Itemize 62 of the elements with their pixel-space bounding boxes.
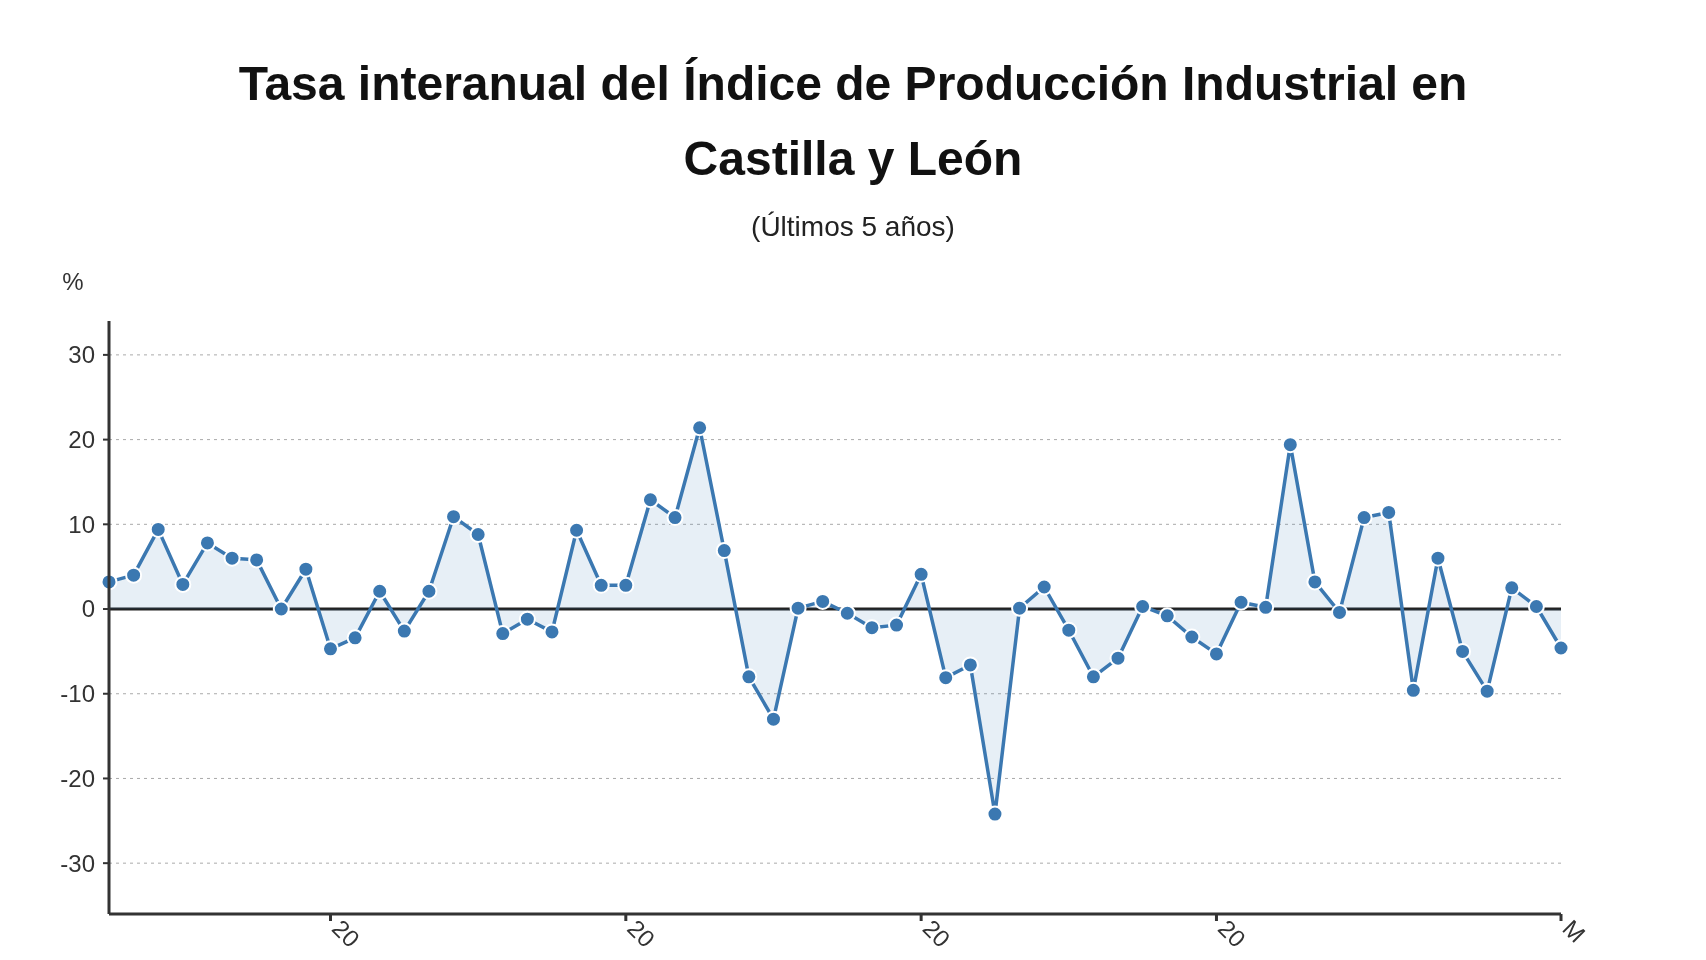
x-tick-label: 20 [326,914,365,953]
point [789,599,807,617]
point [1281,436,1299,454]
point [174,575,192,593]
x-tick-label: 20 [622,914,661,953]
point [592,576,610,594]
point [1355,509,1373,527]
point [1429,549,1447,567]
point [371,582,389,600]
point [1207,645,1225,663]
point [937,669,955,687]
y-tick-label: 20 [68,426,95,453]
point [445,508,463,526]
point [1552,639,1570,657]
point [1035,578,1053,596]
x-tick-label: M [1557,914,1591,948]
point [740,668,758,686]
point [1306,573,1324,591]
point [568,521,586,539]
point [1060,621,1078,639]
point [223,549,241,567]
point [1232,593,1250,611]
x-tick-label: 20 [917,914,956,953]
point [617,576,635,594]
point [272,600,290,618]
x-tick-label: 20 [1212,914,1251,953]
y-tick-label: 10 [68,510,95,538]
point [1183,628,1201,646]
y-tick-label: 30 [68,341,95,369]
point [1158,607,1176,625]
y-tick-label: 0 [81,595,95,623]
point [1478,682,1496,700]
point [961,656,979,674]
point [912,565,930,583]
point [666,509,684,527]
point [838,604,856,622]
point [691,419,709,437]
point [346,629,364,647]
point [420,582,438,600]
point [1331,603,1349,621]
point [395,622,413,640]
point [518,610,536,628]
chart-subtitle: (Últimos 5 años) [751,211,955,242]
point [297,560,315,578]
point [543,623,561,641]
point [1503,579,1521,597]
point [1109,649,1127,667]
y-tick-label: -30 [60,849,95,877]
point [986,805,1004,823]
point [1454,642,1472,660]
y-axis-title: % [62,268,84,295]
point [1404,681,1422,699]
y-tick-label: -20 [60,764,95,792]
point [863,619,881,637]
point [1084,668,1102,686]
point [125,566,143,584]
point [1011,599,1029,617]
point [1257,598,1275,616]
point [248,551,266,569]
chart-title: Tasa interanual del Índice de Producción Industrial en Castilla y León [238,57,1468,185]
point [715,542,733,560]
y-tick-label: -10 [60,680,95,708]
